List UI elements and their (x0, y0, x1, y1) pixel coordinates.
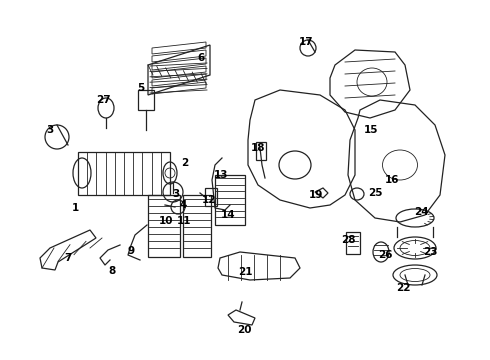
Text: 2: 2 (181, 158, 189, 168)
Text: 20: 20 (237, 325, 251, 335)
Text: 23: 23 (423, 247, 437, 257)
Text: 25: 25 (368, 188, 382, 198)
Bar (138, 90, 154, 110)
Text: 5: 5 (137, 83, 145, 93)
Text: 26: 26 (378, 250, 392, 260)
Text: 24: 24 (414, 207, 428, 217)
Text: 6: 6 (197, 53, 205, 63)
Text: 12: 12 (202, 195, 216, 205)
Bar (215, 175, 245, 225)
Text: 9: 9 (127, 246, 135, 256)
Text: 15: 15 (364, 125, 378, 135)
Text: 14: 14 (220, 210, 235, 220)
Text: 19: 19 (309, 190, 323, 200)
Text: 18: 18 (251, 143, 265, 153)
Text: 1: 1 (72, 203, 78, 213)
Text: 17: 17 (299, 37, 313, 47)
Bar (183, 195, 211, 257)
Text: 8: 8 (108, 266, 116, 276)
Text: 3: 3 (172, 189, 180, 199)
Text: 4: 4 (179, 200, 187, 210)
Text: 10: 10 (159, 216, 173, 226)
Bar (205, 188, 217, 206)
Text: 21: 21 (238, 267, 252, 277)
Text: 13: 13 (214, 170, 228, 180)
Bar (256, 142, 266, 160)
Bar (148, 195, 180, 257)
Text: 7: 7 (64, 253, 72, 263)
Text: 3: 3 (47, 125, 53, 135)
Text: 28: 28 (341, 235, 355, 245)
Text: 22: 22 (396, 283, 410, 293)
Text: 16: 16 (385, 175, 399, 185)
Text: 11: 11 (177, 216, 191, 226)
Text: 27: 27 (96, 95, 110, 105)
Bar (346, 232, 360, 254)
